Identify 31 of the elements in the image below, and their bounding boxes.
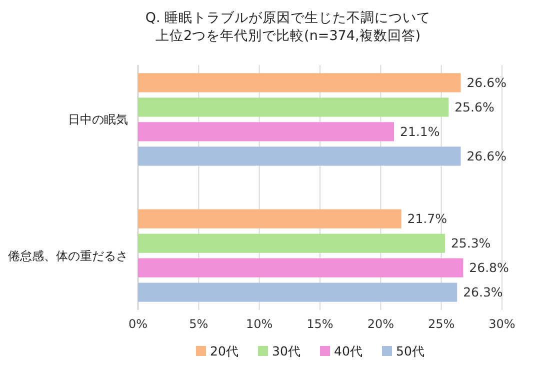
x-tick-label: 25% <box>428 317 455 331</box>
bar <box>138 258 464 278</box>
chart-title: Q. 睡眠トラブルが原因で生じた不調について <box>145 10 431 26</box>
bar <box>138 209 402 228</box>
y-tick-label: 日中の眠気 <box>68 112 128 127</box>
y-tick-label: 倦怠感、体の重だるさ <box>8 248 128 263</box>
x-tick-label: 20% <box>367 317 394 331</box>
bar <box>138 234 445 253</box>
legend-label: 30代 <box>272 343 301 358</box>
x-tick-label: 30% <box>488 317 516 331</box>
data-label: 25.3% <box>450 236 491 251</box>
bar <box>138 146 461 166</box>
bar <box>138 73 461 92</box>
x-tick-label: 5% <box>189 317 208 331</box>
legend-label: 20代 <box>210 343 239 358</box>
x-tick-label: 0% <box>128 317 148 331</box>
data-label: 21.7% <box>407 211 448 226</box>
legend-label: 50代 <box>396 343 425 358</box>
data-label: 26.6% <box>466 75 507 90</box>
bar <box>138 122 394 142</box>
data-label: 21.1% <box>400 124 440 140</box>
legend-label: 40代 <box>334 343 363 358</box>
data-label: 26.6% <box>466 148 507 164</box>
chart-subtitle: 上位2つを年代別で比較(n=374,複数回答) <box>155 28 421 44</box>
bar <box>138 98 449 117</box>
data-label: 26.8% <box>469 260 510 276</box>
bar <box>138 282 458 302</box>
data-label: 26.3% <box>463 284 503 300</box>
x-tick-label: 15% <box>306 317 334 331</box>
data-label: 25.6% <box>454 100 494 115</box>
x-tick-label: 10% <box>246 317 273 331</box>
